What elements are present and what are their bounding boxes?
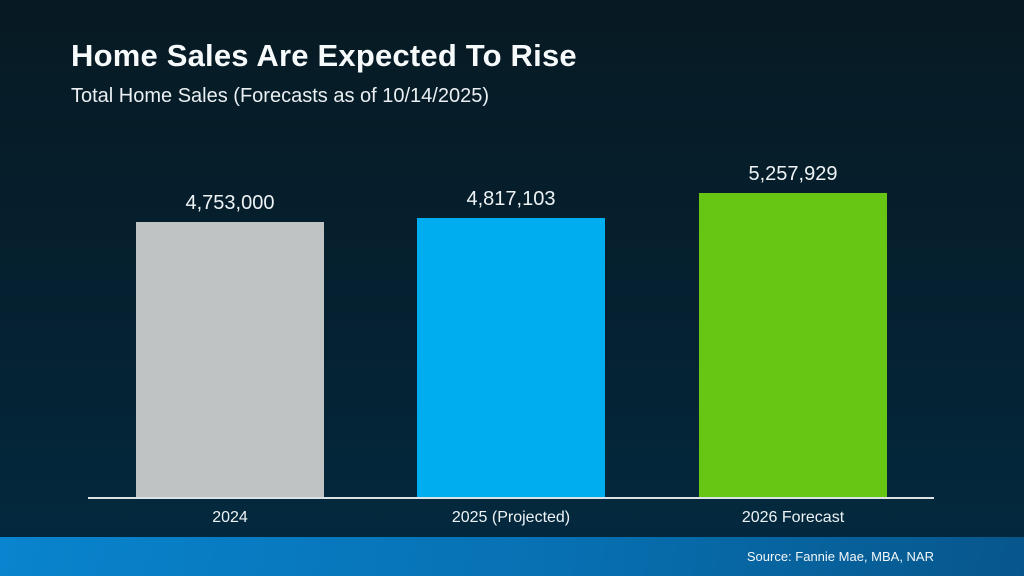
bar bbox=[136, 222, 324, 497]
x-axis-line bbox=[88, 497, 934, 499]
bar bbox=[417, 218, 605, 497]
footer-strip: Source: Fannie Mae, MBA, NAR bbox=[0, 537, 1024, 576]
page-subtitle: Total Home Sales (Forecasts as of 10/14/… bbox=[71, 85, 489, 107]
bar-group: 5,257,929 bbox=[699, 163, 887, 497]
bar-value-label: 4,753,000 bbox=[185, 192, 275, 214]
bar bbox=[699, 193, 887, 497]
bar-group: 4,753,000 bbox=[136, 192, 324, 497]
bar-value-label: 5,257,929 bbox=[748, 163, 838, 185]
bar-group: 4,817,103 bbox=[417, 188, 605, 497]
category-label: 2025 (Projected) bbox=[451, 509, 571, 526]
category-label: 2026 Forecast bbox=[741, 509, 845, 526]
page-title: Home Sales Are Expected To Rise bbox=[71, 38, 577, 73]
category-label: 2024 bbox=[212, 509, 248, 526]
bar-value-label: 4,817,103 bbox=[466, 188, 556, 210]
source-credit: Source: Fannie Mae, MBA, NAR bbox=[746, 549, 934, 564]
